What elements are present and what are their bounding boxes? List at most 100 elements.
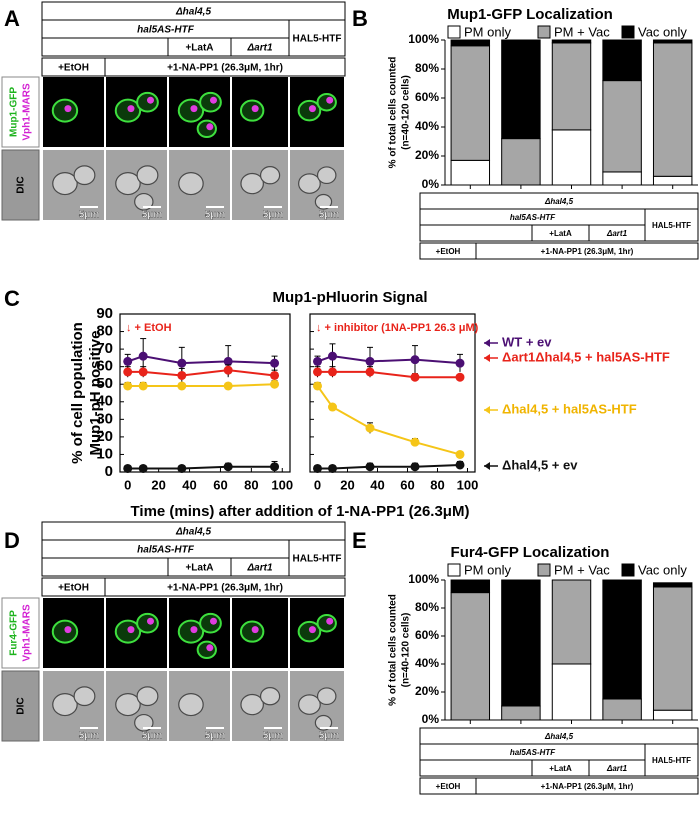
bar-segment bbox=[501, 579, 541, 707]
vacuole bbox=[209, 617, 217, 625]
bar-segment bbox=[551, 663, 592, 721]
bar-segment bbox=[602, 171, 642, 186]
point bbox=[138, 463, 148, 473]
table-cell bbox=[644, 743, 699, 777]
point bbox=[177, 358, 187, 368]
vacuole bbox=[190, 626, 198, 634]
point bbox=[365, 356, 375, 366]
chart-title: Fur4-GFP Localization bbox=[451, 544, 610, 561]
channel-label: DIC bbox=[16, 697, 27, 714]
annotation: ↓ + inhibitor (1NA-PP1 26.3 μM) bbox=[316, 322, 479, 334]
vacuole bbox=[146, 617, 154, 625]
cell bbox=[114, 98, 142, 123]
bar-segment bbox=[652, 39, 693, 44]
bar-segment bbox=[652, 709, 693, 721]
table-text: HAL5-HTF bbox=[652, 221, 691, 230]
point bbox=[270, 379, 280, 389]
series-line bbox=[127, 369, 275, 377]
channel-label: Fur4-GFP bbox=[9, 610, 20, 656]
point bbox=[223, 356, 233, 366]
table-cell bbox=[230, 37, 290, 57]
table-cell bbox=[419, 224, 533, 242]
table-text: Δart1 bbox=[246, 43, 272, 54]
legend-arrowhead bbox=[484, 406, 490, 414]
cell bbox=[297, 99, 322, 122]
cell bbox=[240, 693, 264, 716]
vacuole bbox=[190, 105, 198, 113]
cell bbox=[177, 98, 205, 123]
table-cell bbox=[41, 37, 169, 57]
y-tick-label: 40 bbox=[96, 393, 113, 410]
vacuole bbox=[308, 105, 316, 113]
legend-arrowhead bbox=[484, 354, 490, 362]
cell bbox=[239, 620, 265, 643]
legend-swatch bbox=[537, 25, 551, 39]
vacuole bbox=[308, 626, 316, 634]
table-text: +1-NA-PP1 (26.3μM, 1hr) bbox=[167, 63, 283, 74]
chart-title: Mup1-GFP Localization bbox=[447, 6, 613, 23]
cell bbox=[298, 694, 321, 715]
y-tick-label: 60% bbox=[415, 90, 439, 104]
point bbox=[123, 381, 133, 391]
bar-segment bbox=[551, 579, 592, 665]
y-tick-label: 80 bbox=[96, 323, 113, 340]
cell bbox=[136, 91, 159, 113]
y-axis-label: % of total cells counted bbox=[388, 57, 399, 169]
series-line bbox=[127, 383, 275, 387]
bar-segment bbox=[501, 705, 541, 721]
cell bbox=[51, 98, 79, 123]
point bbox=[123, 367, 133, 377]
panel-label: A bbox=[4, 6, 20, 31]
cell bbox=[134, 192, 154, 211]
cell bbox=[115, 172, 141, 196]
table-text: +LatA bbox=[549, 764, 572, 773]
vacuole bbox=[251, 626, 259, 634]
table-text: hal5AS-HTF bbox=[510, 748, 556, 757]
bar-segment bbox=[501, 39, 541, 140]
point bbox=[138, 351, 148, 361]
table-cell bbox=[104, 577, 346, 597]
bar-segment bbox=[602, 698, 642, 721]
vacuole bbox=[64, 105, 72, 113]
point bbox=[410, 355, 420, 365]
cell bbox=[136, 686, 159, 707]
cell bbox=[136, 612, 159, 634]
scale-bar-label: 5μm bbox=[79, 731, 100, 742]
table-text: +1-NA-PP1 (26.3μM, 1hr) bbox=[541, 247, 634, 256]
table-cell bbox=[588, 759, 646, 777]
bar-segment bbox=[652, 582, 693, 588]
point bbox=[455, 460, 465, 470]
cell bbox=[199, 612, 222, 634]
point bbox=[365, 423, 375, 433]
table-text: HAL5-HTF bbox=[293, 34, 342, 45]
y-tick-label: 80% bbox=[415, 600, 439, 614]
table-cell bbox=[288, 539, 346, 577]
scale-bar-label: 5μm bbox=[263, 210, 284, 221]
bar-segment bbox=[450, 45, 491, 161]
vacuole bbox=[127, 105, 135, 113]
y-axis-label: (n=40-120 cells) bbox=[401, 613, 412, 688]
chart-title: Mup1-pHluorin Signal bbox=[273, 289, 428, 306]
legend-swatch bbox=[621, 563, 635, 577]
y-tick-label: 100% bbox=[408, 32, 439, 46]
x-tick-label: 40 bbox=[370, 477, 384, 492]
table-text: hal5AS-HTF bbox=[510, 213, 556, 222]
point bbox=[138, 367, 148, 377]
legend-label: Δhal4,5 + hal5AS-HTF bbox=[502, 401, 637, 416]
x-tick-label: 0 bbox=[314, 477, 321, 492]
legend-label: Δart1Δhal4,5 + hal5AS-HTF bbox=[502, 349, 670, 364]
plot-frame bbox=[309, 313, 476, 473]
x-tick-label: 60 bbox=[213, 477, 227, 492]
table-cell bbox=[41, 557, 169, 577]
y-tick-label: 100% bbox=[408, 572, 439, 586]
y-axis-label: Mup1-pH positive bbox=[87, 330, 104, 455]
legend-label: Vac only bbox=[638, 562, 687, 577]
cell bbox=[316, 92, 337, 112]
x-tick-label: 20 bbox=[340, 477, 354, 492]
table-text: +EtOH bbox=[436, 782, 461, 791]
point bbox=[313, 381, 322, 391]
bar-segment bbox=[450, 579, 491, 594]
cell bbox=[316, 613, 337, 633]
point bbox=[328, 367, 337, 377]
